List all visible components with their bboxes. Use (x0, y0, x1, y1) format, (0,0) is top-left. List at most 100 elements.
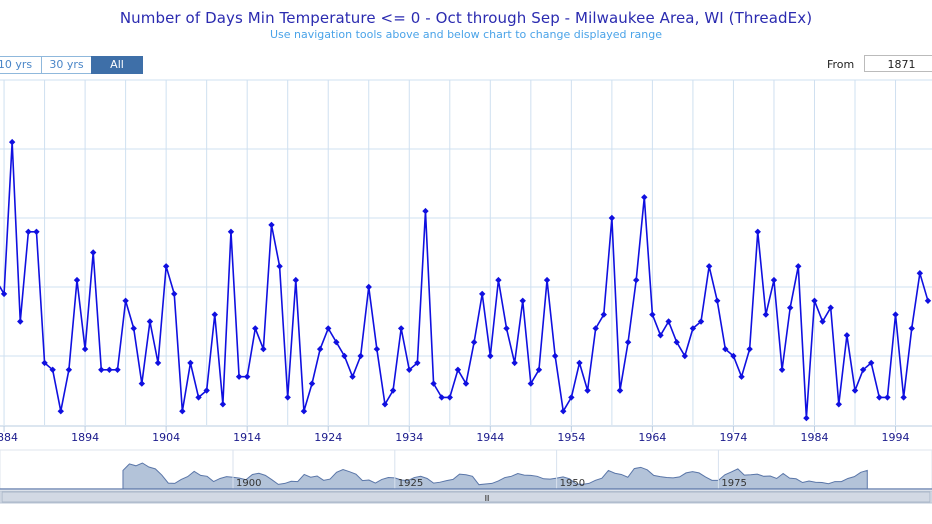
x-tick-label: 1914 (233, 431, 261, 444)
data-point (211, 311, 218, 318)
data-point (49, 366, 56, 373)
data-point (592, 325, 599, 332)
data-point (138, 380, 146, 387)
data-point (446, 394, 453, 401)
data-point (689, 325, 697, 332)
data-point (122, 297, 129, 304)
data-point (438, 394, 445, 401)
x-tick-label: 1944 (476, 431, 504, 444)
data-point (365, 283, 372, 291)
range-button-30-yrs[interactable]: 30 yrs (41, 56, 92, 74)
x-tick-label: 1934 (395, 431, 423, 444)
data-point (268, 221, 275, 229)
data-point (657, 332, 664, 339)
x-tick-label: 1984 (800, 431, 828, 444)
data-point (154, 359, 162, 367)
data-point (916, 270, 924, 277)
data-point (90, 249, 97, 256)
data-point (8, 138, 16, 146)
data-point (430, 380, 437, 387)
data-point (884, 394, 891, 401)
navigator-tick-label: 1925 (398, 478, 423, 489)
series-line (0, 141, 929, 419)
data-point (519, 297, 526, 304)
data-point (641, 194, 648, 201)
data-point (535, 366, 543, 373)
data-point (381, 401, 389, 408)
from-label: From (827, 58, 855, 71)
data-point (422, 207, 429, 215)
data-point (17, 318, 24, 325)
data-point (762, 311, 770, 318)
data-point (624, 339, 632, 346)
data-point (235, 373, 243, 380)
from-date-input[interactable]: 1871 (864, 55, 932, 72)
data-point (0, 290, 8, 298)
navigator-scrollbar-thumb (1, 491, 931, 503)
scrollbar-grip-icon: Ⅲ (484, 494, 490, 503)
data-point (333, 339, 340, 346)
x-tick-label: 1894 (71, 431, 99, 444)
navigator-tick-label: 1900 (236, 478, 261, 489)
data-point (770, 276, 778, 284)
data-series (0, 138, 932, 422)
data-point (397, 325, 405, 332)
data-point (908, 325, 915, 332)
data-point (795, 263, 802, 270)
data-point (57, 408, 64, 415)
data-point (786, 304, 794, 311)
data-point (843, 332, 851, 339)
data-point (551, 352, 559, 360)
data-point (697, 318, 705, 325)
data-point (114, 366, 121, 373)
data-point (243, 373, 251, 380)
navigator-tick-label: 1950 (560, 478, 585, 489)
data-point (616, 387, 624, 394)
data-point (252, 325, 259, 332)
data-point (859, 366, 867, 373)
data-point (746, 345, 753, 353)
data-point (681, 352, 689, 360)
data-point (389, 387, 397, 394)
data-point (811, 297, 818, 304)
range-button-all[interactable]: All (91, 56, 143, 74)
data-point (803, 414, 810, 422)
data-point (722, 345, 729, 353)
data-point (827, 304, 834, 311)
data-point (41, 359, 48, 367)
chart-subtitle: Use navigation tools above and below cha… (269, 28, 663, 41)
data-point (316, 345, 324, 353)
data-point (357, 352, 364, 360)
navigator-tick-label: 1975 (721, 478, 746, 489)
data-point (608, 214, 616, 222)
data-point (851, 387, 859, 394)
data-point (25, 228, 32, 235)
data-point (81, 345, 89, 353)
navigator[interactable]: 1900 1925 1950 1975 Ⅲ (0, 449, 932, 504)
data-point (511, 359, 518, 367)
data-point (876, 394, 883, 401)
data-point (65, 366, 73, 373)
data-point (300, 408, 308, 415)
data-point (325, 325, 332, 332)
data-point (665, 318, 672, 325)
data-point (503, 325, 510, 332)
data-point (406, 366, 413, 373)
data-point (560, 408, 567, 415)
data-point (454, 366, 462, 373)
data-point (495, 276, 502, 284)
data-point (292, 276, 300, 284)
data-point (462, 380, 470, 387)
x-tick-label: 1954 (557, 431, 585, 444)
data-point (284, 394, 291, 401)
data-point (414, 359, 421, 367)
data-point (819, 318, 826, 325)
data-point (568, 394, 575, 401)
x-tick-label: 1904 (152, 431, 180, 444)
range-selector-buttons: 10 yrs 30 yrs All (0, 56, 143, 74)
data-point (179, 408, 186, 415)
data-point (649, 311, 656, 318)
data-point (584, 387, 591, 394)
